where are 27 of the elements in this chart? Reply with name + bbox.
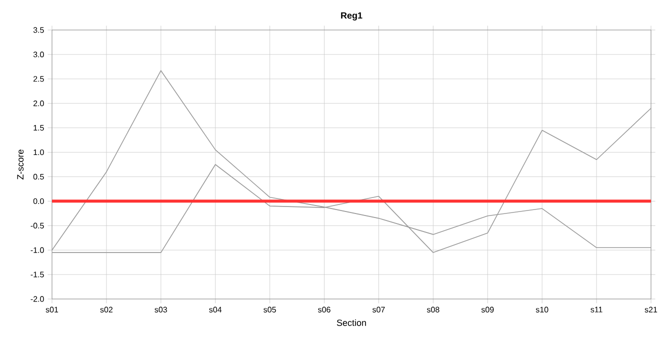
x-tick-label: s02: [100, 306, 113, 312]
y-tick-label: -2.0: [30, 296, 44, 302]
y-tick-label: 3.0: [33, 52, 44, 58]
x-axis-title: Section: [336, 319, 366, 326]
chart-title: Reg1: [341, 12, 362, 20]
x-tick-label: s11: [590, 306, 602, 312]
x-tick-label: s21: [644, 306, 658, 312]
x-tick-label: s08: [426, 306, 440, 312]
y-tick-label: 0.0: [33, 198, 44, 204]
y-tick-label: -1.5: [30, 272, 44, 278]
x-tick-label: s04: [209, 306, 222, 312]
x-tick-label: s06: [318, 306, 330, 312]
y-tick-label: 3.5: [33, 27, 44, 33]
y-tick-label: 1.5: [34, 125, 44, 131]
y-tick-label: 1.0: [34, 149, 44, 156]
x-tick-label: s03: [154, 306, 168, 312]
x-tick-label: s09: [481, 306, 494, 312]
y-tick-label: -1.0: [30, 247, 44, 253]
y-axis-title: Z-score: [17, 150, 24, 180]
y-tick-label: 0.5: [33, 174, 44, 180]
x-tick-label: s01: [46, 306, 58, 312]
x-tick-label: s05: [264, 306, 276, 312]
y-tick-label: -0.5: [30, 222, 44, 228]
y-tick-label: 2.0: [33, 100, 44, 106]
x-tick-label: s10: [536, 306, 548, 312]
x-tick-label: s07: [372, 306, 385, 312]
y-tick-label: 2.5: [33, 76, 44, 82]
